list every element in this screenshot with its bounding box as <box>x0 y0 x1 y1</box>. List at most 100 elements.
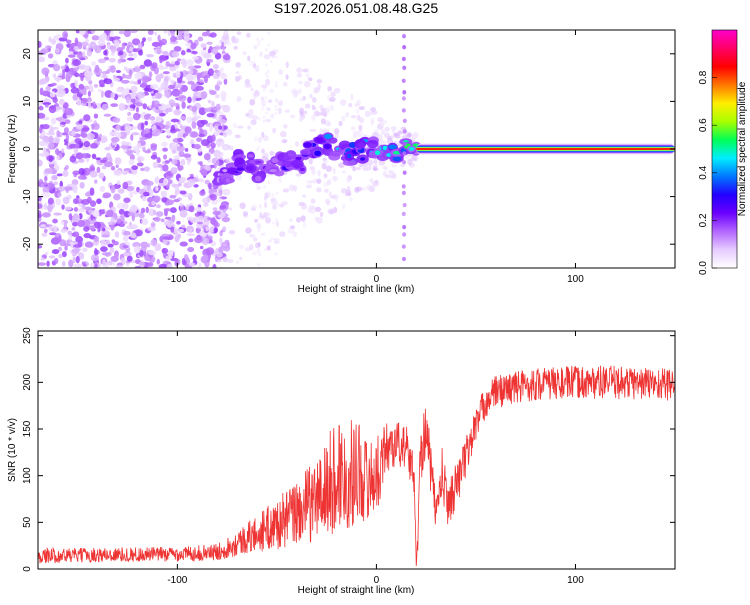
spectrogram-blob <box>53 76 63 81</box>
spectrogram-blob <box>226 128 233 136</box>
x-tick-label: 0 <box>374 575 380 586</box>
spectrogram-blob <box>144 120 149 126</box>
spectrogram-blob <box>140 167 145 172</box>
spectrogram-blob <box>369 107 377 113</box>
spectrogram-blob <box>89 170 98 178</box>
spectrogram-blob <box>182 132 186 139</box>
spectrogram-blob <box>116 88 122 93</box>
spectrogram-blob <box>144 133 153 139</box>
spectrogram-blob <box>402 141 407 147</box>
spectrogram-blob <box>115 264 124 268</box>
spectrogram-blob <box>198 107 206 116</box>
spectrogram-blob <box>254 175 262 182</box>
snr-frame <box>37 330 676 570</box>
spectrogram-blob <box>45 45 52 49</box>
spectrogram-blob <box>402 118 407 123</box>
spectrogram-blob <box>38 159 43 167</box>
spectrogram-blob <box>93 235 100 243</box>
spectrogram-blob <box>388 144 398 150</box>
spectrogram-blob <box>190 117 198 122</box>
spectrogram-blob <box>298 80 303 85</box>
spectrogram-blob <box>304 103 311 109</box>
spectrogram-xlabel: Height of straight line (km) <box>298 284 415 295</box>
spectrogram-blob <box>221 47 226 51</box>
spectrogram-blob <box>54 257 59 265</box>
spectrogram-blob <box>145 53 154 58</box>
spectrogram-blob <box>102 192 112 199</box>
spectrogram-blob <box>89 187 95 196</box>
spectrogram-blob <box>190 42 197 50</box>
spectrogram-blob <box>156 204 161 209</box>
spectrogram-blob <box>203 254 209 261</box>
spectrogram-blob <box>122 235 129 242</box>
spectrogram-blob <box>264 48 268 52</box>
spectrogram-blob <box>77 219 86 227</box>
spectrogram-blob <box>91 61 96 67</box>
spectrogram-blob <box>401 34 406 39</box>
spectrogram-blob <box>391 164 397 168</box>
spectrogram-blob <box>162 164 169 172</box>
spectrogram-blob <box>273 170 285 177</box>
spectrogram-blob <box>72 59 81 66</box>
spectrogram-blob <box>112 240 119 246</box>
spectrogram-blob <box>325 165 332 172</box>
spectrogram-blob <box>207 231 212 237</box>
spectrogram-blob <box>109 65 116 73</box>
spectrogram-blob <box>63 222 68 229</box>
spectrogram-blob <box>177 165 184 171</box>
spectrogram-blob <box>100 239 107 248</box>
spectrogram-blob <box>47 197 54 205</box>
spectrogram-blob <box>214 44 222 51</box>
spectrogram-blob <box>40 257 45 261</box>
spectrogram-blob <box>188 69 194 75</box>
colorbar: 0.0 0.2 0.4 0.6 0.8 Normalized spectral ampl… <box>698 29 748 275</box>
spectrogram-blob <box>41 212 51 218</box>
spectrogram-blob <box>222 168 228 173</box>
spectrogram-blob <box>128 30 138 34</box>
spectrogram-blob <box>142 147 146 152</box>
spectrogram-blob <box>237 74 243 81</box>
spectrogram-blob <box>168 63 176 67</box>
spectrogram-blob <box>75 255 80 264</box>
spectrogram-blob <box>215 257 222 263</box>
spectrogram-blob <box>242 211 249 217</box>
spectrogram-blob <box>98 172 105 179</box>
spectrogram-blob <box>295 173 302 177</box>
spectrogram-blob <box>76 124 84 130</box>
spectrogram-blob <box>209 32 217 38</box>
spectrogram-blob <box>374 163 378 169</box>
spectrogram-blob <box>141 218 149 226</box>
spectrogram-blob <box>76 195 80 199</box>
spectrogram-blob <box>314 206 322 212</box>
spectrogram-blob <box>225 157 231 163</box>
spectrogram-blob <box>296 73 303 78</box>
spectrogram-blob <box>178 176 187 183</box>
spectrogram-blob <box>227 145 234 151</box>
spectrogram-blob <box>285 74 289 80</box>
spectrogram-blob <box>267 43 271 47</box>
spectrogram-blob <box>151 41 161 47</box>
spectrogram-blob <box>81 102 87 107</box>
spectrogram-blob <box>80 199 90 206</box>
spectrogram-blob <box>38 41 42 48</box>
spectrogram-blob <box>160 66 169 70</box>
spectrogram-blob <box>296 217 301 223</box>
spectrogram-blob <box>89 200 97 208</box>
spectrogram-blob <box>374 150 381 156</box>
spectrogram-blob <box>306 180 314 184</box>
spectrogram-blob <box>38 141 48 147</box>
spectrogram-blob <box>339 99 347 106</box>
colorbar-tick-label: 0.8 <box>698 70 709 84</box>
spectrogram-blob <box>351 126 356 131</box>
spectrogram-blob <box>301 69 308 73</box>
spectrogram-blob <box>274 84 278 88</box>
spectrogram-blob <box>267 181 271 185</box>
spectrogram-blob <box>108 57 116 63</box>
spectrogram-blob <box>122 244 129 249</box>
spectrogram-blob <box>153 100 160 108</box>
spectrogram-blob <box>234 134 241 139</box>
snr-line <box>38 365 675 567</box>
spectrogram-blob <box>393 151 401 155</box>
spectrogram-blob <box>233 45 239 50</box>
spectrogram-blob <box>83 90 87 96</box>
